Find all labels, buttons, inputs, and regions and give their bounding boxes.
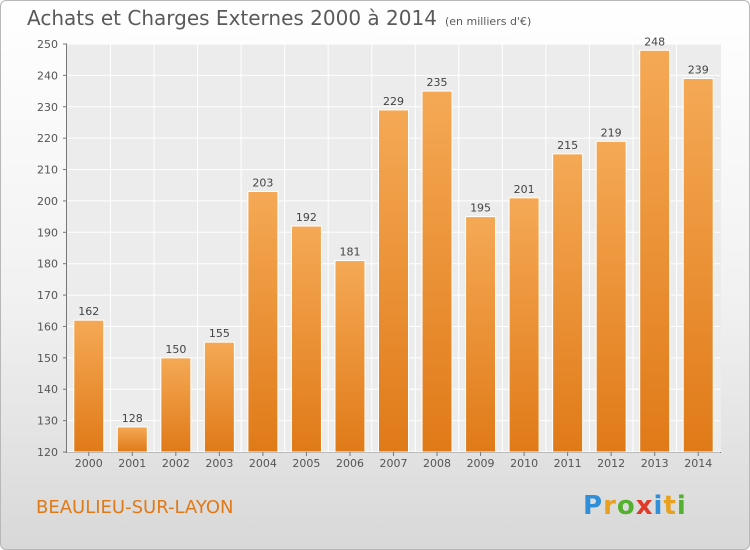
- bar-value-label: 201: [514, 183, 535, 196]
- y-tick-label: 220: [37, 132, 58, 145]
- city-name: BEAULIEU-SUR-LAYON: [36, 497, 234, 518]
- x-tick-label: 2006: [336, 457, 364, 470]
- x-tick-label: 2002: [162, 457, 190, 470]
- bar: [160, 357, 192, 453]
- bar: [116, 426, 148, 453]
- x-tick-label: 2010: [510, 457, 538, 470]
- bar: [334, 260, 366, 453]
- x-tick-label: 2008: [423, 457, 451, 470]
- x-tick-label: 2009: [467, 457, 495, 470]
- chart-title: Achats et Charges Externes 2000 à 2014 (e…: [27, 6, 531, 30]
- bar-value-label: 248: [644, 35, 665, 48]
- bar-value-label: 229: [383, 95, 404, 108]
- x-tick-label: 2011: [554, 457, 582, 470]
- bar-value-label: 181: [339, 246, 360, 259]
- y-tick-label: 180: [37, 258, 58, 271]
- bar: [247, 191, 279, 453]
- bar-value-label: 219: [601, 126, 622, 139]
- bar: [639, 49, 671, 453]
- bar-value-label: 239: [688, 64, 709, 77]
- x-tick-label: 2012: [597, 457, 625, 470]
- y-tick-label: 160: [37, 320, 58, 333]
- bar: [421, 90, 453, 453]
- bar: [290, 225, 322, 453]
- bar: [595, 140, 627, 453]
- bar-value-label: 215: [557, 139, 578, 152]
- bar: [378, 109, 409, 453]
- chart-title-text: Achats et Charges Externes 2000 à 2014: [27, 6, 437, 30]
- y-tick-label: 250: [37, 38, 58, 51]
- y-tick-label: 130: [37, 415, 58, 428]
- y-tick-label: 170: [37, 289, 58, 302]
- x-tick-label: 2014: [684, 457, 712, 470]
- bar-value-label: 162: [78, 305, 99, 318]
- y-tick-label: 120: [37, 446, 58, 459]
- x-tick-label: 2003: [205, 457, 233, 470]
- bar-value-label: 235: [427, 76, 448, 89]
- x-tick-label: 2005: [292, 457, 320, 470]
- x-tick-label: 2013: [641, 457, 669, 470]
- x-tick-label: 2007: [380, 457, 408, 470]
- y-tick-label: 190: [37, 226, 58, 239]
- y-tick-label: 230: [37, 101, 58, 114]
- proxiti-logo: Proxiti: [583, 491, 687, 521]
- x-tick-label: 2001: [118, 457, 146, 470]
- y-tick-label: 150: [37, 352, 58, 365]
- chart-unit: (en milliers d'€): [444, 15, 532, 28]
- bar: [465, 216, 497, 453]
- x-tick-label: 2004: [249, 457, 277, 470]
- y-tick-label: 140: [37, 383, 58, 396]
- y-tick-label: 200: [37, 195, 58, 208]
- bar-value-label: 150: [165, 343, 186, 356]
- y-tick-label: 210: [37, 164, 58, 177]
- bar-value-label: 192: [296, 211, 317, 224]
- bar: [508, 197, 540, 453]
- bar: [552, 153, 584, 453]
- bar: [203, 341, 235, 453]
- bar-value-label: 195: [470, 202, 491, 215]
- bar-value-label: 128: [122, 412, 143, 425]
- bar-value-label: 203: [252, 177, 273, 190]
- bar: [73, 319, 105, 453]
- y-tick-label: 240: [37, 69, 58, 82]
- bar-value-label: 155: [209, 327, 230, 340]
- x-tick-label: 2000: [75, 457, 103, 470]
- bar: [682, 78, 714, 453]
